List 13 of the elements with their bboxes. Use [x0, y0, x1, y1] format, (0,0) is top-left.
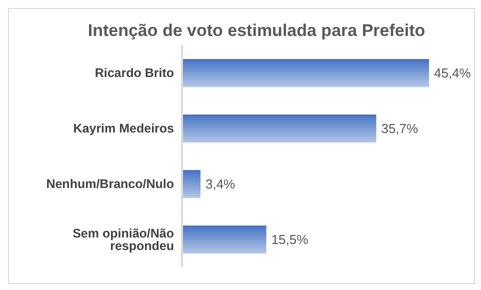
y-tick-label: Kayrim Medeiros	[73, 122, 174, 136]
data-label: 3,4%	[206, 176, 236, 192]
data-label: 15,5%	[271, 232, 309, 248]
y-tick-label: Ricardo Brito	[94, 66, 174, 80]
bar	[182, 59, 429, 87]
y-tick-label: Nenhum/Branco/Nulo	[46, 177, 174, 192]
data-label: 45,4%	[434, 66, 472, 81]
bar	[182, 226, 266, 254]
y-tick-label: Sem opinião/Não respondeu	[72, 226, 174, 253]
bar	[182, 114, 376, 142]
data-label: 35,7%	[381, 121, 419, 136]
bar	[182, 170, 200, 198]
chart-title: Intenção de voto estimulada para Prefeito	[86, 21, 426, 41]
